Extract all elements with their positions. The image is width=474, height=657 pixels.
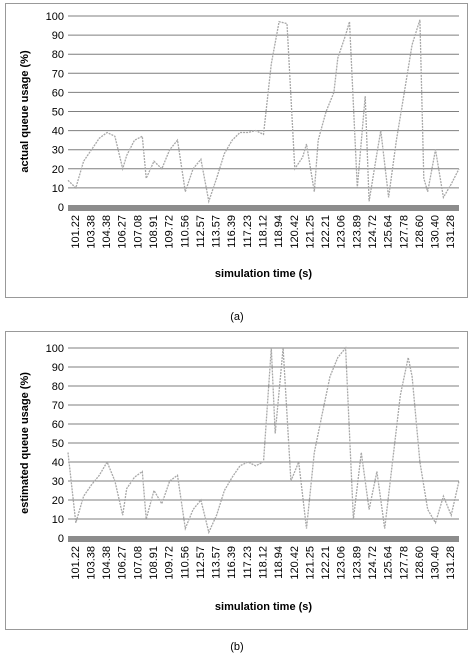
x-tick-label: 110.56 — [179, 215, 191, 248]
x-tick-label: 118.94 — [273, 546, 285, 579]
y-tick-label: 90 — [52, 30, 64, 42]
caption-b: (b) — [230, 641, 244, 653]
x-tick-label: 103.38 — [85, 546, 97, 580]
x-tick-label: 110.56 — [179, 546, 191, 579]
series-line — [67, 346, 460, 535]
y-tick-label: 100 — [46, 11, 64, 23]
x-tick-label: 125.64 — [383, 215, 395, 249]
x-tick-label: 104.38 — [101, 546, 113, 580]
y-tick-label: 20 — [52, 495, 64, 507]
y-tick-label: 10 — [52, 183, 64, 195]
x-tick-label: 122.21 — [320, 546, 332, 580]
x-tick-label: 118.12 — [258, 215, 270, 248]
x-tick-label: 124.72 — [367, 215, 379, 249]
y-tick-label: 80 — [52, 381, 64, 393]
series-line — [67, 19, 460, 204]
x-tick-label: 112.57 — [195, 546, 207, 579]
x-tick-label: 121.25 — [304, 215, 316, 249]
chart-panel-a: 0 10 20 30 40 50 60 70 80 90 100 101.22 103.38 104.38… — [5, 3, 468, 298]
x-tick-label: 122.21 — [320, 215, 332, 249]
x-tick-label: 128.60 — [414, 546, 426, 580]
x-tick-label: 118.94 — [273, 215, 285, 248]
x-tick-label: 109.72 — [164, 546, 176, 580]
x-tick-label: 113.57 — [211, 215, 223, 248]
chart-a: 0 10 20 30 40 50 60 70 80 90 100 101.22 103.38 104.38… — [19, 11, 460, 280]
x-axis-title: simulation time (s) — [215, 601, 313, 613]
x-tick-label: 101.22 — [70, 215, 82, 249]
chart-panel-b: 0 10 20 30 40 50 60 70 80 90 100 101.22 103.38 104.38… — [5, 331, 468, 630]
y-tick-label: 0 — [58, 533, 64, 545]
x-tick-label: 104.38 — [101, 215, 113, 249]
x-tick-label: 127.78 — [398, 215, 410, 249]
y-tick-label: 60 — [52, 87, 64, 99]
x-tick-label: 128.60 — [414, 215, 426, 249]
y-tick-label: 70 — [52, 400, 64, 412]
x-tick-label: 130.40 — [430, 546, 442, 580]
y-tick-label: 50 — [52, 438, 64, 450]
y-axis-title: estimated queue usage (%) — [19, 372, 31, 514]
x-tick-label: 117.23 — [242, 215, 254, 248]
x-tick-label: 107.08 — [132, 215, 144, 249]
x-tick-label: 127.78 — [398, 546, 410, 580]
y-tick-label: 50 — [52, 107, 64, 119]
x-tick-label: 118.12 — [258, 546, 270, 579]
x-tick-label: 108.91 — [148, 546, 160, 580]
x-tick-label: 123.89 — [351, 215, 363, 249]
x-axis-band — [68, 205, 459, 211]
y-tick-label: 70 — [52, 68, 64, 80]
x-tick-label: 124.72 — [367, 546, 379, 580]
y-tick-label: 60 — [52, 419, 64, 431]
y-tick-label: 10 — [52, 514, 64, 526]
x-tick-label: 120.42 — [289, 546, 301, 580]
x-axis-band — [68, 536, 459, 542]
y-tick-label: 30 — [52, 476, 64, 488]
y-tick-label: 40 — [52, 457, 64, 469]
y-tick-label: 40 — [52, 126, 64, 138]
x-tick-label: 123.06 — [336, 215, 348, 249]
x-tick-label: 123.89 — [351, 546, 363, 580]
x-axis-title: simulation time (s) — [215, 268, 313, 280]
y-tick-label: 20 — [52, 164, 64, 176]
x-tick-label: 113.57 — [211, 546, 223, 579]
x-tick-label: 116.39 — [226, 215, 238, 248]
x-tick-label: 101.22 — [70, 546, 82, 580]
y-axis-title: actual queue usage (%) — [19, 50, 31, 173]
x-tick-label: 112.57 — [195, 215, 207, 248]
chart-b: 0 10 20 30 40 50 60 70 80 90 100 101.22 103.38 104.38… — [19, 343, 460, 613]
caption-a: (a) — [230, 311, 244, 323]
x-tick-label: 130.40 — [430, 215, 442, 249]
x-tick-label: 109.72 — [164, 215, 176, 249]
x-tick-label: 121.25 — [304, 546, 316, 580]
x-tick-label: 106.27 — [117, 546, 129, 580]
x-tick-label: 107.08 — [132, 546, 144, 580]
x-tick-label: 123.06 — [336, 546, 348, 580]
x-tick-label: 108.91 — [148, 215, 160, 249]
x-tick-label: 106.27 — [117, 215, 129, 249]
y-tick-label: 0 — [58, 202, 64, 214]
x-tick-label: 120.42 — [289, 215, 301, 249]
y-tick-label: 80 — [52, 49, 64, 61]
x-tick-label: 131.28 — [445, 546, 457, 580]
x-tick-label: 125.64 — [383, 546, 395, 580]
x-tick-label: 116.39 — [226, 546, 238, 579]
y-tick-label: 30 — [52, 145, 64, 157]
x-tick-label: 131.28 — [445, 215, 457, 249]
y-tick-label: 90 — [52, 362, 64, 374]
x-tick-label: 103.38 — [85, 215, 97, 249]
x-tick-label: 117.23 — [242, 546, 254, 579]
y-tick-label: 100 — [46, 343, 64, 355]
